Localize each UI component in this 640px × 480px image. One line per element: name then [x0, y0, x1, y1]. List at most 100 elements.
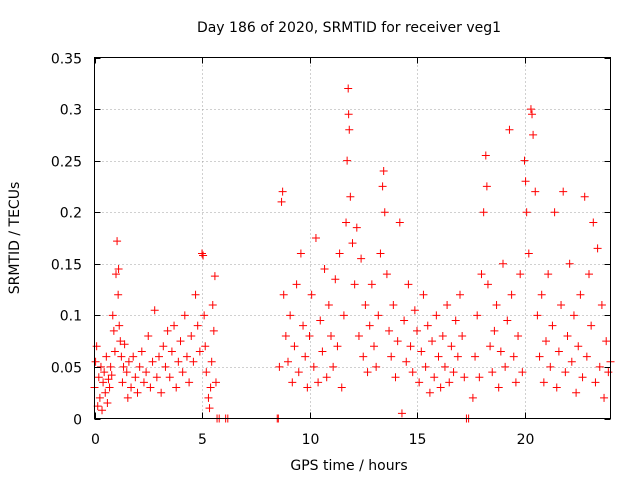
data-point [142, 368, 151, 377]
data-point [359, 352, 368, 361]
data-points [90, 84, 615, 423]
data-point [494, 383, 503, 392]
data-point [501, 362, 510, 371]
data-point [488, 368, 497, 377]
data-point [204, 393, 213, 402]
data-point [139, 378, 148, 387]
data-point [576, 290, 585, 299]
data-point [432, 311, 441, 320]
data-point [146, 383, 155, 392]
data-point [511, 378, 520, 387]
data-point [528, 110, 537, 119]
data-point [604, 368, 613, 377]
data-point [299, 321, 308, 330]
data-point [193, 321, 202, 330]
data-point [563, 331, 572, 340]
data-point [507, 290, 516, 299]
data-point [436, 383, 445, 392]
data-point [278, 187, 287, 196]
data-point [479, 208, 488, 217]
data-point [537, 290, 546, 299]
y-tick-label: 0.1 [60, 309, 82, 325]
data-point [117, 352, 126, 361]
data-point [210, 272, 219, 281]
data-point [393, 337, 402, 346]
data-point [182, 352, 191, 361]
data-point [348, 239, 357, 248]
x-tick-label: 20 [517, 432, 535, 448]
data-point [91, 357, 100, 366]
data-point [408, 368, 417, 377]
data-point [286, 311, 295, 320]
data-point [107, 371, 116, 380]
data-point [320, 264, 329, 273]
data-point [101, 388, 110, 397]
y-tick-label: 0.15 [51, 258, 82, 274]
x-axis-label: GPS time / hours [290, 458, 407, 474]
data-point [131, 373, 140, 382]
data-point [103, 399, 112, 408]
data-point [113, 237, 122, 246]
data-point [365, 321, 374, 330]
data-point [367, 280, 376, 289]
data-point [305, 331, 314, 340]
data-point [460, 373, 469, 382]
data-point [114, 264, 123, 273]
chart-title: Day 186 of 2020, SRMTID for receiver veg… [197, 20, 501, 36]
data-point [387, 352, 396, 361]
data-point [314, 378, 323, 387]
data-point [94, 373, 103, 382]
data-point [206, 383, 215, 392]
data-point [389, 301, 398, 310]
data-point [187, 331, 196, 340]
data-point [425, 388, 434, 397]
data-point [201, 342, 210, 351]
data-point [565, 259, 574, 268]
data-point [585, 270, 593, 279]
data-point [191, 290, 200, 299]
data-point [428, 337, 437, 346]
data-point [518, 368, 527, 377]
data-point [95, 393, 104, 402]
data-point [481, 151, 490, 160]
data-point [486, 342, 495, 351]
data-point [208, 301, 217, 310]
data-point [505, 125, 514, 134]
data-point [516, 270, 525, 279]
data-point [574, 342, 583, 351]
data-point [473, 311, 482, 320]
data-point [157, 388, 166, 397]
data-point [468, 393, 477, 402]
data-point [163, 326, 172, 335]
data-point [370, 342, 378, 351]
data-point [554, 347, 563, 356]
data-point [509, 352, 518, 361]
data-point [200, 311, 209, 320]
data-point [593, 244, 602, 253]
data-point [567, 357, 576, 366]
data-point [344, 84, 353, 93]
data-point [496, 347, 505, 356]
data-point [557, 301, 566, 310]
data-point [98, 406, 107, 415]
data-point [352, 223, 361, 232]
data-point [316, 316, 325, 325]
x-tick-label: 0 [91, 432, 100, 448]
data-point [421, 362, 430, 371]
data-point [430, 373, 439, 382]
data-point [582, 352, 591, 361]
data-point [395, 218, 404, 227]
data-point [410, 306, 419, 315]
data-point [397, 409, 406, 418]
data-point [402, 357, 411, 366]
data-point [211, 378, 220, 387]
data-point [602, 337, 611, 346]
data-point [106, 362, 115, 371]
data-point [376, 249, 385, 258]
data-point [104, 375, 113, 384]
data-point [413, 326, 421, 335]
data-point [475, 373, 484, 382]
data-point [524, 249, 533, 258]
data-point [207, 357, 216, 366]
